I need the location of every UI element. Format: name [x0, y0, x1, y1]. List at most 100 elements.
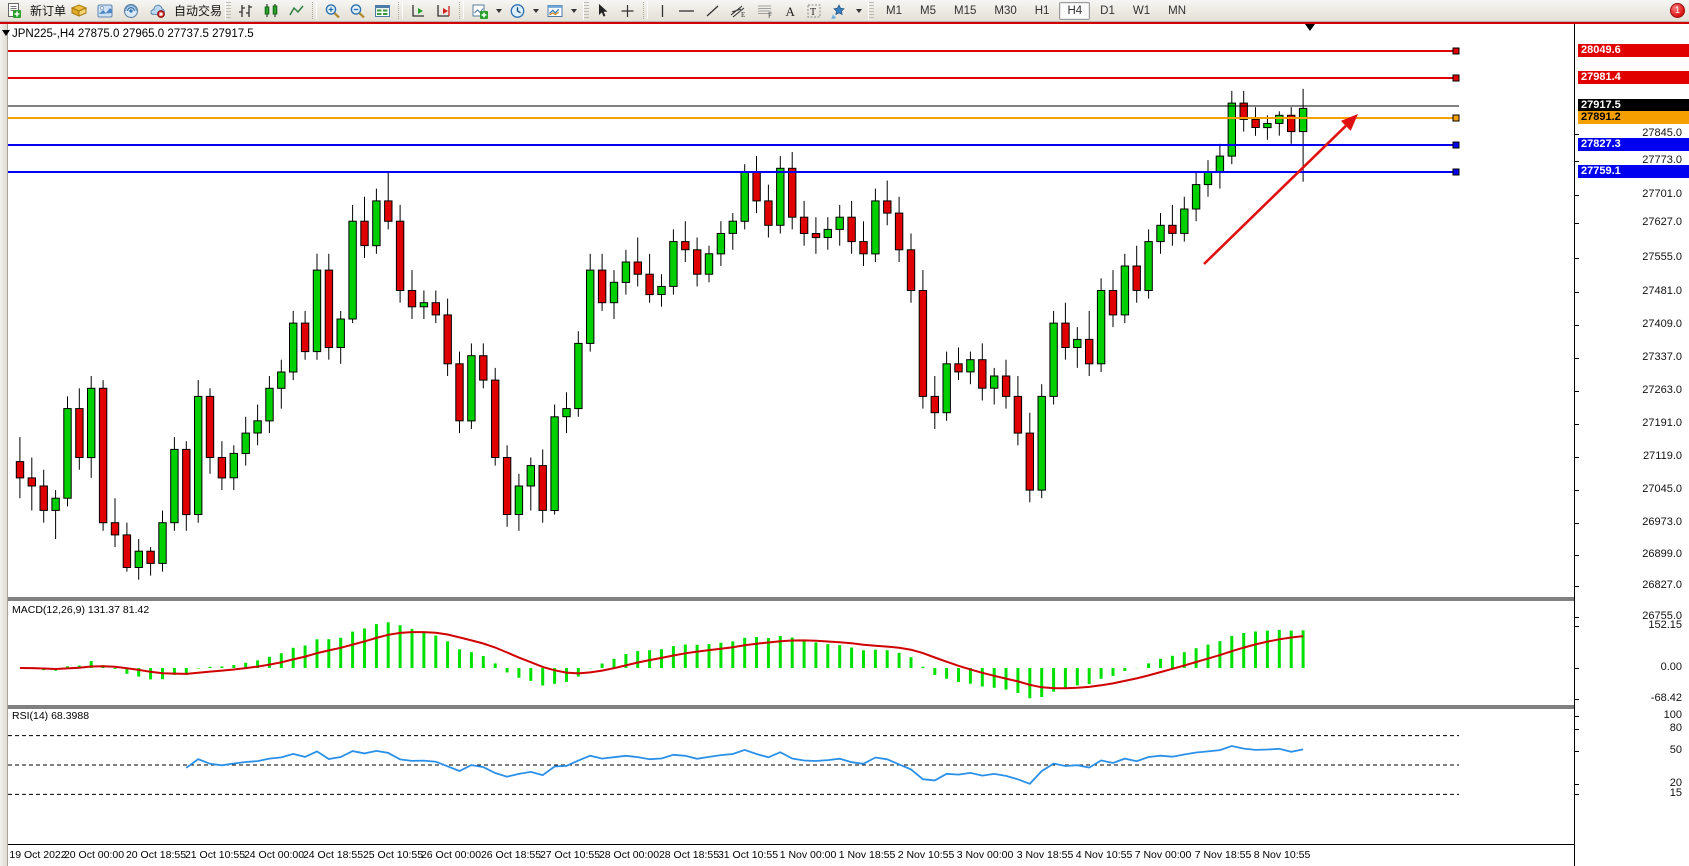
- time-axis-label: 3 Nov 00:00: [956, 849, 1014, 861]
- rsi-series: [8, 735, 1459, 795]
- price-tick-label: 27191.0: [1642, 417, 1682, 429]
- templates-dropdown-caret[interactable]: [571, 8, 578, 13]
- price-plot[interactable]: MACD(12,26,9) 131.37 81.42 RSI(14) 68.39…: [8, 24, 1574, 866]
- indicator-tick: [1575, 784, 1579, 785]
- time-axis[interactable]: 19 Oct 2022 20 Oct 00:00 20 Oct 18:55 21 Oc…: [8, 844, 1574, 864]
- time-axis-label: 4 Nov 10:55: [1075, 849, 1133, 861]
- price-tick: [1575, 358, 1579, 359]
- timeframe-button-h4[interactable]: H4: [1059, 1, 1091, 20]
- timeframe-button-m30[interactable]: M30: [994, 4, 1017, 17]
- price-tick-label: 27119.0: [1643, 450, 1682, 462]
- timeframe-button-mn[interactable]: MN: [1168, 4, 1186, 17]
- symbol-dropdown-caret[interactable]: [2, 30, 10, 36]
- notification-badge[interactable]: 1: [1670, 3, 1685, 18]
- vertical-line-icon[interactable]: [652, 1, 672, 21]
- time-axis-label: 26 Oct 18:55: [480, 849, 542, 861]
- toolbar-sep-1: [312, 2, 318, 19]
- price-tick-label: 27409.0: [1642, 318, 1682, 330]
- signal-icon[interactable]: [119, 1, 143, 21]
- price-level-label-support-lower[interactable]: 27759.1: [1578, 165, 1689, 178]
- price-level-lines[interactable]: [8, 24, 1574, 866]
- data-window-icon[interactable]: [371, 1, 394, 21]
- price-tick-label: 27337.0: [1642, 351, 1682, 363]
- time-axis-label: 7 Nov 00:00: [1134, 849, 1192, 861]
- chart-area[interactable]: JPN225-,H4 27875.0 27965.0 27737.5 27917…: [0, 22, 1689, 866]
- svg-text:A: A: [786, 4, 796, 19]
- price-tick: [1575, 325, 1579, 326]
- price-scale[interactable]: 27845.0 27773.0 27701.0 27627.0 27555.0 27481…: [1574, 24, 1689, 866]
- cursor-icon[interactable]: [593, 1, 614, 21]
- time-axis-label: 25 Oct 10:55: [362, 849, 424, 861]
- toolbar-grip-2: [583, 1, 590, 20]
- rsi-indicator-label: RSI(14) 68.3988: [12, 710, 90, 722]
- macd-indicator-label: MACD(12,26,9) 131.37 81.42: [12, 604, 150, 616]
- indicator-tick: [1575, 794, 1579, 795]
- price-tick-label: 27845.0: [1642, 127, 1682, 139]
- symbol-ohlc-header: JPN225-,H4 27875.0 27965.0 27737.5 27917…: [12, 28, 254, 40]
- price-tick: [1575, 617, 1579, 618]
- price-tick-label: 26755.0: [1642, 610, 1682, 622]
- text-box-icon[interactable]: T: [803, 1, 825, 21]
- new-order-label[interactable]: 新订单: [30, 4, 67, 18]
- add-indicator-dropdown-caret[interactable]: [496, 8, 503, 13]
- time-axis-label: 31 Oct 10:55: [717, 849, 779, 861]
- price-tick: [1575, 161, 1579, 162]
- rsi-scale-label: 50: [1669, 744, 1682, 756]
- indicator-tick: [1575, 716, 1579, 717]
- timeframe-button-d1[interactable]: D1: [1100, 4, 1115, 17]
- annotation-arrow[interactable]: [8, 24, 1574, 866]
- auto-scroll-icon[interactable]: [407, 1, 430, 21]
- price-level-label-resistance-lower[interactable]: 27981.4: [1578, 71, 1689, 84]
- macd-scale-label: 152.15: [1648, 619, 1682, 631]
- wallet-icon[interactable]: [67, 1, 91, 21]
- templates-icon[interactable]: [543, 1, 567, 21]
- text-label-icon[interactable]: A: [780, 1, 801, 21]
- time-axis-label: 24 Oct 18:55: [302, 849, 364, 861]
- objects-icon[interactable]: [827, 1, 852, 21]
- timeframe-button-m15[interactable]: M15: [954, 4, 977, 17]
- timeframe-button-m1[interactable]: M1: [886, 4, 903, 17]
- fibonacci-icon[interactable]: F: [753, 1, 778, 21]
- chart-shift-icon[interactable]: [432, 1, 455, 21]
- period-clock-icon[interactable]: [506, 1, 529, 21]
- timeframe-button-w1[interactable]: W1: [1132, 4, 1151, 17]
- timeframe-button-h1[interactable]: H1: [1034, 4, 1050, 17]
- price-tick-label: 26973.0: [1642, 516, 1682, 528]
- zoom-out-icon[interactable]: [346, 1, 369, 21]
- candlestick-chart-icon[interactable]: [260, 1, 283, 21]
- new-order-icon[interactable]: [3, 1, 26, 21]
- rsi-scale-label: 80: [1669, 722, 1682, 734]
- period-dropdown-caret[interactable]: [533, 8, 540, 13]
- price-level-label-current-price[interactable]: 27917.5: [1578, 99, 1689, 112]
- price-tick: [1575, 555, 1579, 556]
- toolbar-grip-3: [868, 1, 875, 20]
- timeframe-button-m5[interactable]: M5: [920, 4, 936, 17]
- time-axis-label: 20 Oct 18:55: [125, 849, 187, 861]
- time-axis-label: 2 Nov 10:55: [897, 849, 955, 861]
- bar-chart-icon[interactable]: [235, 1, 258, 21]
- price-level-label-support-upper[interactable]: 27827.3: [1578, 138, 1689, 151]
- price-level-label-entry-level[interactable]: 27891.2: [1578, 111, 1689, 124]
- macd-scale-label: 0.00: [1660, 661, 1682, 673]
- horizontal-line-icon[interactable]: [674, 1, 699, 21]
- price-level-label-resistance-upper[interactable]: 28049.6: [1578, 44, 1689, 57]
- autotrading-icon[interactable]: [145, 1, 170, 21]
- macd-scale-label: -68.42: [1650, 692, 1682, 704]
- chart-left-rail: [0, 24, 8, 866]
- add-indicator-icon[interactable]: [468, 1, 492, 21]
- price-tick-label: 27555.0: [1642, 251, 1682, 263]
- price-tick: [1575, 424, 1579, 425]
- svg-text:E: E: [741, 11, 745, 19]
- price-tick: [1575, 391, 1579, 392]
- trend-line-icon[interactable]: [701, 1, 724, 21]
- equidistant-channel-icon[interactable]: E: [726, 1, 751, 21]
- time-axis-label: 3 Nov 18:55: [1016, 849, 1074, 861]
- crosshair-icon[interactable]: [616, 1, 639, 21]
- news-icon[interactable]: [93, 1, 117, 21]
- line-chart-icon[interactable]: [285, 1, 308, 21]
- objects-dropdown-caret[interactable]: [856, 8, 863, 13]
- price-tick-label: 27045.0: [1642, 483, 1682, 495]
- autotrading-label[interactable]: 自动交易: [174, 4, 223, 18]
- price-tick: [1575, 586, 1579, 587]
- zoom-in-icon[interactable]: [321, 1, 344, 21]
